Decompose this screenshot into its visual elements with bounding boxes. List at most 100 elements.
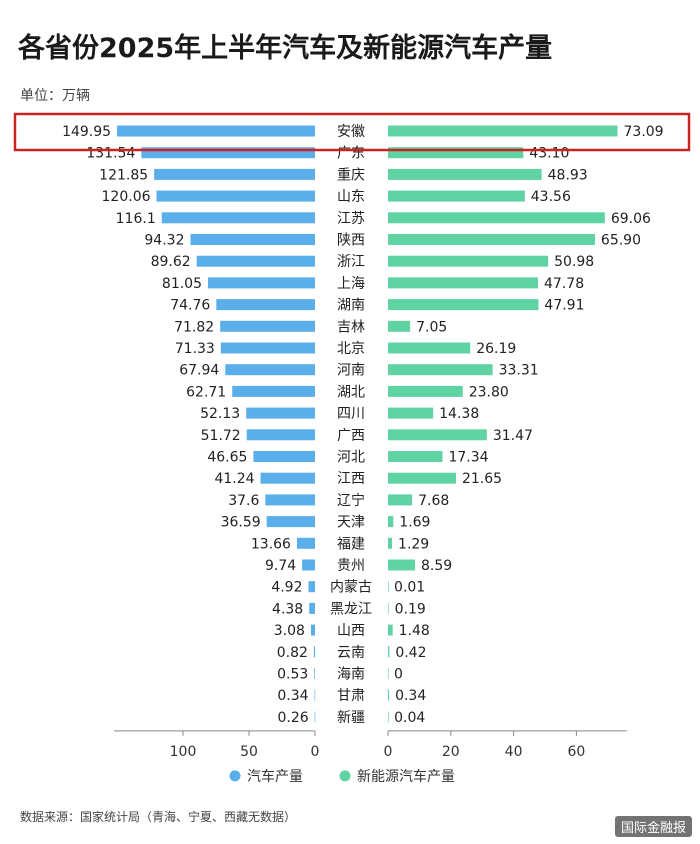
category-label: 重庆 xyxy=(337,167,365,183)
data-label-left: 0.82 xyxy=(277,645,308,661)
bar-left xyxy=(225,364,315,376)
data-label-right: 7.68 xyxy=(418,493,449,509)
category-label: 山东 xyxy=(337,189,365,205)
bar-left xyxy=(310,624,315,636)
data-label-left: 71.82 xyxy=(174,319,214,335)
data-label-right: 23.80 xyxy=(469,384,509,400)
legend-label-right: 新能源汽车产量 xyxy=(357,768,455,785)
bar-left xyxy=(190,234,315,245)
bar-right xyxy=(388,516,394,528)
bar-right xyxy=(388,451,443,462)
category-label: 新疆 xyxy=(337,710,365,726)
category-label: 福建 xyxy=(337,536,365,552)
bar-left xyxy=(208,277,315,289)
data-label-right: 0.01 xyxy=(394,580,425,596)
category-label: 江苏 xyxy=(337,211,365,227)
category-label: 江西 xyxy=(337,471,365,487)
bar-left xyxy=(266,516,315,528)
category-label: 吉林 xyxy=(337,319,365,335)
category-label: 辽宁 xyxy=(337,492,365,509)
data-label-right: 8.59 xyxy=(421,558,452,574)
bar-right xyxy=(388,342,471,354)
data-label-right: 33.31 xyxy=(499,363,539,379)
data-label-left: 36.59 xyxy=(221,515,261,531)
bar-right xyxy=(388,624,393,636)
bar-right xyxy=(388,364,493,376)
data-label-left: 3.08 xyxy=(274,623,305,639)
left-axis-tick-label: 50 xyxy=(240,744,258,760)
bar-left xyxy=(220,342,315,354)
bar-right xyxy=(388,494,413,506)
bar-left xyxy=(216,299,315,311)
category-label: 浙江 xyxy=(337,254,365,270)
category-label: 山西 xyxy=(337,623,365,639)
data-label-left: 74.76 xyxy=(170,298,210,314)
category-label: 天津 xyxy=(337,515,365,531)
bar-right xyxy=(388,429,487,441)
legend-marker-left xyxy=(229,770,241,782)
data-label-right: 17.34 xyxy=(448,450,488,466)
right-axis-tick-label: 40 xyxy=(505,744,523,760)
data-label-right: 48.93 xyxy=(548,167,588,183)
data-label-left: 9.74 xyxy=(265,558,296,574)
data-label-left: 46.65 xyxy=(207,450,247,466)
right-axis-tick-label: 0 xyxy=(384,744,393,760)
bar-right xyxy=(388,212,605,224)
data-label-left: 52.13 xyxy=(200,406,240,422)
category-label: 上海 xyxy=(337,276,365,292)
data-label-left: 121.85 xyxy=(99,167,148,183)
category-label: 安徽 xyxy=(337,124,365,140)
data-label-left: 0.53 xyxy=(277,667,308,683)
bar-left xyxy=(302,559,315,571)
bar-right xyxy=(388,125,618,137)
bar-right xyxy=(388,385,463,397)
data-label-right: 0.04 xyxy=(394,710,425,726)
category-label: 广东 xyxy=(337,146,365,162)
bar-right xyxy=(388,646,390,658)
data-label-right: 43.10 xyxy=(529,146,569,162)
bar-left xyxy=(196,255,315,267)
bar-left xyxy=(313,646,315,658)
unit-label: 单位：万辆 xyxy=(20,88,90,104)
left-axis-tick-label: 0 xyxy=(311,744,320,760)
data-label-left: 13.66 xyxy=(251,536,291,552)
legend-marker-right xyxy=(339,770,351,782)
bar-right xyxy=(388,668,389,679)
category-label: 陕西 xyxy=(337,233,365,249)
data-label-right: 69.06 xyxy=(611,211,651,227)
data-label-left: 149.95 xyxy=(62,124,111,140)
chart-title: 各省份2025年上半年汽车及新能源汽车产量 xyxy=(18,33,553,64)
data-label-right: 47.91 xyxy=(544,298,584,314)
data-label-left: 0.34 xyxy=(277,688,308,704)
bar-right xyxy=(388,711,389,723)
bar-right xyxy=(388,190,525,202)
data-label-left: 0.26 xyxy=(277,710,308,726)
data-label-left: 81.05 xyxy=(162,276,202,292)
butterfly-bar-chart: 149.95 73.09 安徽 131.54 43.10 广东 121.85 48.93 重庆 1… xyxy=(13,112,691,785)
bar-right xyxy=(388,407,434,419)
data-label-left: 4.38 xyxy=(272,601,303,617)
data-label-left: 41.24 xyxy=(214,471,254,487)
data-label-left: 71.33 xyxy=(175,341,215,357)
bar-left xyxy=(314,689,316,701)
bar-left xyxy=(220,320,315,332)
data-label-left: 131.54 xyxy=(86,146,135,162)
bar-right xyxy=(388,168,542,180)
data-label-right: 0 xyxy=(394,667,403,683)
bar-left xyxy=(314,711,316,723)
bar-right xyxy=(388,320,411,332)
bar-left xyxy=(309,602,315,614)
bar-left xyxy=(253,451,315,462)
data-label-right: 43.56 xyxy=(531,189,571,205)
highlight-box xyxy=(13,112,691,152)
data-label-right: 50.98 xyxy=(554,254,594,270)
bar-left xyxy=(246,429,315,441)
bar-left xyxy=(154,168,315,180)
category-label: 甘肃 xyxy=(337,688,365,704)
data-label-left: 120.06 xyxy=(102,189,151,205)
data-label-right: 73.09 xyxy=(624,124,664,140)
bar-right xyxy=(388,234,595,245)
bar-left xyxy=(265,494,315,506)
bar-right xyxy=(388,581,389,593)
bar-left xyxy=(117,125,315,137)
